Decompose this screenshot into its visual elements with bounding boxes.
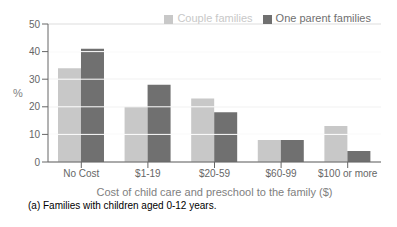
html-text:One parent families: One parent families bbox=[275, 12, 371, 24]
html-text:(a) Families with children age: (a) Families with children aged 0-12 yea… bbox=[28, 200, 217, 211]
svg-text:$20-59: $20-59 bbox=[199, 168, 231, 179]
svg-text:30: 30 bbox=[29, 74, 41, 85]
svg-text:20: 20 bbox=[29, 101, 41, 112]
svg-text:40: 40 bbox=[29, 46, 41, 57]
svg-text:50: 50 bbox=[29, 19, 41, 30]
svg-text:$1-19: $1-19 bbox=[135, 168, 161, 179]
svg-text:0: 0 bbox=[34, 157, 40, 168]
html-text:Couple families: Couple families bbox=[177, 12, 253, 24]
svg-text:%: % bbox=[13, 87, 23, 99]
svg-text:No Cost: No Cost bbox=[63, 168, 99, 179]
svg-text:$60-99: $60-99 bbox=[266, 168, 298, 179]
svg-text:$100 or more: $100 or more bbox=[318, 168, 378, 179]
svg-text:Cost of child care and prescho: Cost of child care and preschool to the … bbox=[96, 186, 332, 198]
svg-text:10: 10 bbox=[29, 129, 41, 140]
